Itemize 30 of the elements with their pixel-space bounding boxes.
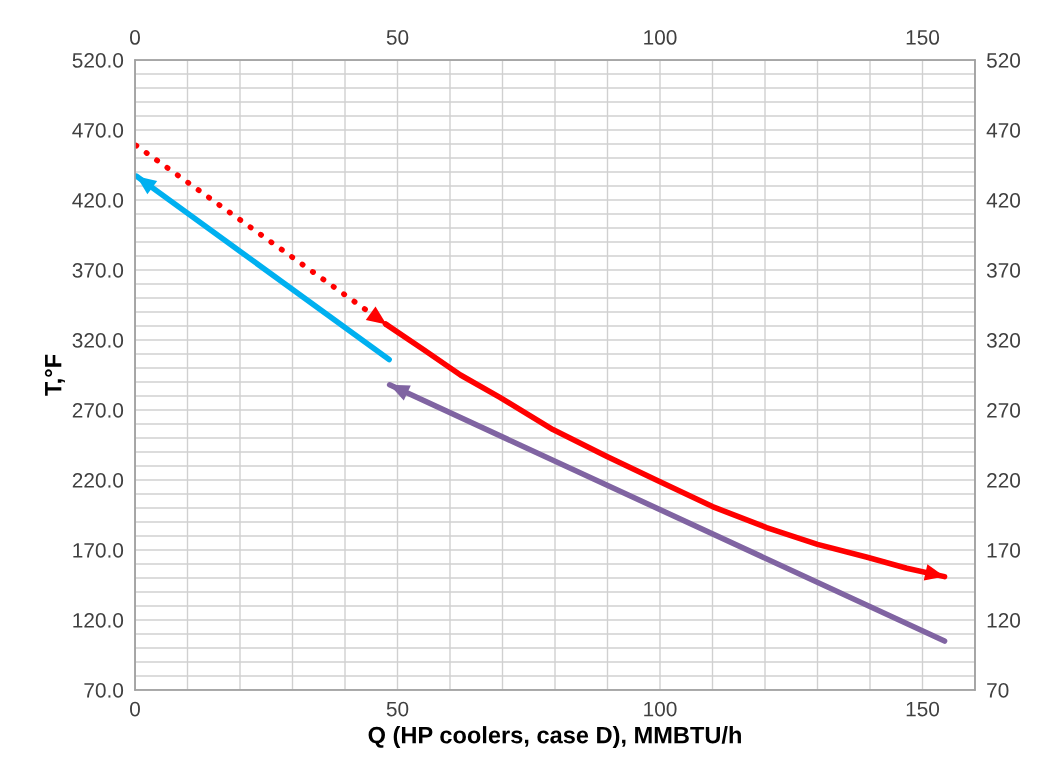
x-axis-title: Q (HP coolers, case D), MMBTU/h bbox=[368, 726, 741, 749]
y-tick-label: 120.0 bbox=[73, 613, 124, 628]
y-tick-label: 420.0 bbox=[72, 193, 124, 208]
y-tick-label: 270.0 bbox=[72, 403, 124, 418]
x-tick-label: 150 bbox=[906, 701, 940, 717]
y2-tick-label: 420 bbox=[986, 193, 1021, 208]
y2-tick-label: 270 bbox=[987, 403, 1021, 418]
y2-tick-label: 70 bbox=[987, 683, 1009, 698]
y2-tick-label: 520 bbox=[986, 53, 1021, 68]
y2-tick-label: 470 bbox=[986, 123, 1021, 138]
x2-tick-label: 0 bbox=[130, 30, 140, 45]
y2-tick-label: 220 bbox=[987, 473, 1021, 488]
y-axis-title: T,°F bbox=[44, 354, 65, 396]
x2-tick-label: 50 bbox=[386, 30, 409, 45]
y-tick-label: 370.0 bbox=[72, 263, 124, 278]
y-tick-label: 320.0 bbox=[72, 333, 124, 348]
y-tick-label: 220.0 bbox=[72, 473, 124, 488]
x-tick-label: 100 bbox=[644, 701, 677, 717]
y-tick-label: 170.0 bbox=[73, 543, 124, 558]
y2-tick-label: 170 bbox=[987, 543, 1021, 558]
y2-tick-label: 120 bbox=[987, 613, 1021, 628]
y-tick-label: 70.0 bbox=[84, 683, 124, 698]
y-tick-label: 520.0 bbox=[72, 53, 124, 68]
x-tick-label: 0 bbox=[130, 701, 140, 717]
y2-tick-label: 320 bbox=[986, 333, 1021, 348]
y2-tick-label: 370 bbox=[986, 263, 1021, 278]
x2-tick-label: 150 bbox=[906, 30, 940, 45]
x2-tick-label: 100 bbox=[644, 30, 677, 45]
y-tick-label: 470.0 bbox=[72, 123, 124, 138]
x-tick-label: 50 bbox=[386, 701, 409, 717]
